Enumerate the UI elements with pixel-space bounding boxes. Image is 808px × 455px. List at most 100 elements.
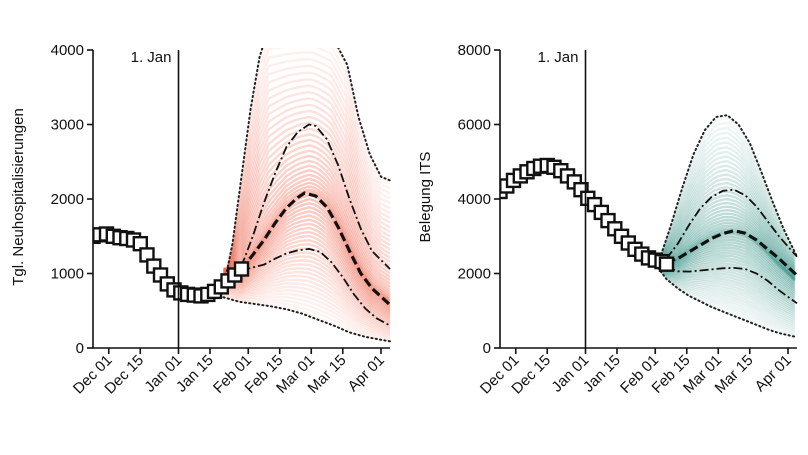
ensemble-trajectory — [658, 126, 796, 260]
ensemble-trajectory — [658, 194, 796, 273]
ensemble-trajectory — [222, 159, 391, 278]
ensemble-trajectory — [659, 215, 796, 278]
ensemble-trajectory — [658, 159, 796, 264]
median-line — [240, 191, 392, 306]
y-tick-label: 8000 — [458, 42, 491, 59]
y-tick-label: 0 — [483, 340, 491, 357]
ensemble-trajectory — [659, 224, 796, 280]
ensemble-trajectory — [658, 141, 796, 261]
ensemble-trajectory — [658, 186, 796, 271]
ensemble-trajectory — [223, 295, 391, 342]
ensemble-trajectory — [223, 259, 391, 324]
ensemble-trajectory — [223, 263, 391, 326]
x-tick-label: Apr 01 — [345, 352, 388, 395]
ensemble-trajectory — [658, 267, 796, 322]
ensemble-trajectory — [222, 77, 391, 283]
ensemble-trajectory — [658, 136, 796, 260]
y-axis-title: Belegung ITS — [417, 152, 434, 243]
ensemble-trajectory — [658, 267, 796, 320]
jan-1-annotation: 1. Jan — [131, 49, 172, 66]
ensemble-trajectories — [658, 116, 796, 337]
observed-markers — [93, 226, 250, 304]
ensemble-trajectory — [658, 177, 796, 268]
median-line — [666, 229, 799, 277]
ensemble-trajectory — [658, 267, 796, 326]
outer-lower-quantile-line — [222, 296, 391, 343]
ensemble-trajectory — [222, 154, 391, 275]
ensemble-trajectory — [222, 109, 391, 279]
ensemble-trajectory — [223, 230, 391, 315]
ensemble-trajectory — [659, 266, 796, 313]
ensemble-trajectory — [223, 214, 391, 309]
ensemble-trajectory — [658, 164, 796, 265]
ensemble-trajectory — [658, 268, 796, 334]
ensemble-trajectory — [659, 197, 796, 273]
ensemble-trajectory — [222, 57, 391, 285]
ensemble-trajectory — [658, 121, 796, 260]
plot-area — [500, 114, 799, 339]
ensemble-trajectories — [222, 48, 391, 342]
ensemble-trajectory — [659, 254, 796, 298]
y-tick-label: 4000 — [51, 42, 84, 59]
ensemble-trajectory — [658, 173, 796, 267]
outer-upper-quantile-line — [222, 48, 391, 290]
inner-lower-quantile-line — [241, 247, 391, 327]
ensemble-trajectory — [658, 150, 796, 262]
ensemble-trajectory — [658, 268, 796, 330]
ensemble-trajectory — [659, 238, 796, 286]
ensemble-trajectory — [659, 251, 796, 296]
ensemble-trajectory — [658, 268, 796, 332]
ensemble-trajectory — [222, 115, 391, 279]
ensemble-trajectory — [222, 51, 391, 286]
x-tick-label: Apr 01 — [752, 352, 795, 395]
ensemble-trajectory — [222, 127, 391, 277]
ensemble-trajectory — [222, 90, 391, 281]
inner-lower-quantile-line — [666, 265, 798, 305]
ensemble-trajectory — [659, 227, 796, 281]
ensemble-trajectory — [223, 251, 391, 322]
ensemble-trajectory — [659, 262, 796, 303]
ensemble-trajectory — [222, 169, 391, 285]
ensemble-trajectory — [659, 266, 796, 317]
ensemble-trajectory — [659, 265, 796, 311]
ensemble-trajectory — [222, 133, 391, 277]
ensemble-trajectory — [223, 285, 391, 334]
ensemble-trajectory — [222, 149, 391, 275]
ensemble-trajectory — [223, 293, 391, 340]
ensemble-trajectory — [658, 267, 796, 324]
ensemble-trajectory — [659, 256, 796, 300]
ensemble-trajectory — [223, 222, 391, 312]
ensemble-trajectory — [223, 294, 391, 341]
observed-point — [233, 261, 250, 277]
ensemble-trajectory — [658, 131, 796, 260]
ensemble-trajectory — [223, 282, 391, 333]
ensemble-trajectory — [223, 226, 391, 313]
observed-point — [658, 256, 675, 272]
inner-upper-quantile-line — [240, 123, 391, 270]
ensemble-trajectory — [223, 292, 391, 338]
ensemble-trajectory — [223, 255, 391, 323]
y-axis-title: Tgl. Neuhospitalisierungen — [10, 108, 27, 286]
ensemble-trajectory — [222, 97, 391, 281]
ensemble-trajectory — [222, 84, 391, 282]
ensemble-trajectory — [659, 243, 796, 290]
ensemble-trajectory — [659, 265, 796, 307]
y-tick-label: 1000 — [51, 266, 84, 283]
inner-upper-quantile-line — [665, 188, 798, 260]
ensemble-trajectory — [659, 246, 796, 292]
y-tick-label: 2000 — [458, 266, 491, 283]
ensemble-trajectory — [222, 164, 391, 282]
ensemble-trajectory — [223, 218, 391, 311]
ensemble-trajectory — [223, 291, 391, 337]
y-tick-label: 6000 — [458, 117, 491, 134]
plot-area — [93, 48, 392, 343]
ensemble-trajectory — [223, 274, 391, 330]
outer-upper-quantile-line — [658, 114, 798, 260]
ensemble-trajectory — [222, 48, 391, 287]
ensemble-trajectory — [223, 181, 391, 294]
ensemble-trajectory — [222, 144, 391, 275]
ensemble-trajectory — [222, 71, 391, 284]
ensemble-trajectory — [658, 181, 796, 269]
ensemble-trajectory — [659, 266, 796, 318]
ensemble-trajectory — [222, 173, 391, 288]
